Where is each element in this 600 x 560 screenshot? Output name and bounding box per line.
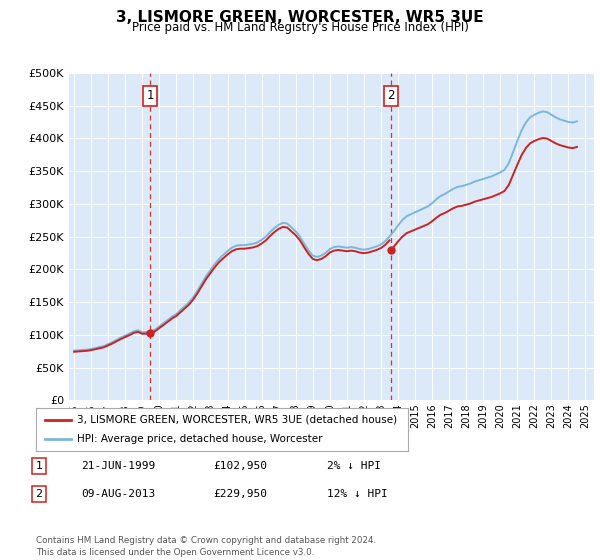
Text: 3, LISMORE GREEN, WORCESTER, WR5 3UE: 3, LISMORE GREEN, WORCESTER, WR5 3UE [116, 10, 484, 25]
Text: 1: 1 [35, 461, 43, 471]
Text: 12% ↓ HPI: 12% ↓ HPI [327, 489, 388, 499]
Text: £102,950: £102,950 [213, 461, 267, 471]
Text: Price paid vs. HM Land Registry's House Price Index (HPI): Price paid vs. HM Land Registry's House … [131, 21, 469, 34]
Text: Contains HM Land Registry data © Crown copyright and database right 2024.
This d: Contains HM Land Registry data © Crown c… [36, 536, 376, 557]
Text: 2: 2 [35, 489, 43, 499]
Text: 2: 2 [388, 89, 395, 102]
Text: 21-JUN-1999: 21-JUN-1999 [81, 461, 155, 471]
Text: 1: 1 [146, 89, 154, 102]
Text: HPI: Average price, detached house, Worcester: HPI: Average price, detached house, Worc… [77, 435, 322, 444]
Text: £229,950: £229,950 [213, 489, 267, 499]
Text: 3, LISMORE GREEN, WORCESTER, WR5 3UE (detached house): 3, LISMORE GREEN, WORCESTER, WR5 3UE (de… [77, 415, 397, 424]
Text: 2% ↓ HPI: 2% ↓ HPI [327, 461, 381, 471]
Text: 09-AUG-2013: 09-AUG-2013 [81, 489, 155, 499]
